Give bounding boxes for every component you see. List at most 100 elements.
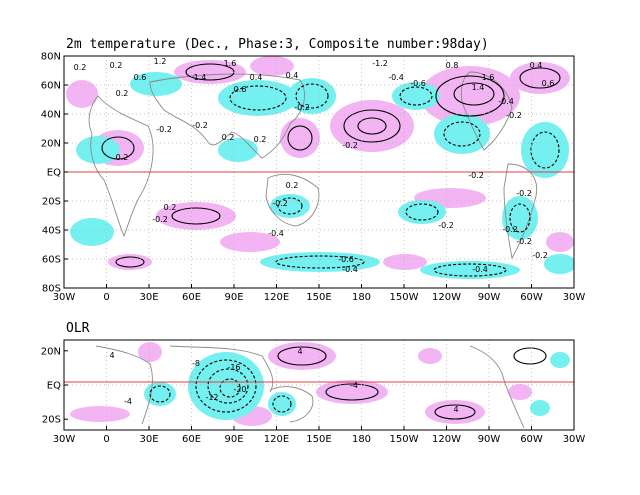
x-tick-label: 120W — [432, 434, 461, 445]
contour-label: -0.2 — [506, 111, 522, 120]
contour-label: -0.2 — [532, 251, 548, 260]
contour-label: 0.2 — [116, 89, 129, 98]
contour-label: 0.2 — [116, 153, 129, 162]
x-tick-label: 120E — [264, 434, 289, 445]
x-tick-label: 150E — [306, 292, 331, 303]
x-tick-label: 150E — [306, 434, 331, 445]
contour-label: -0.4 — [472, 265, 488, 274]
olr-negative-shading — [144, 352, 570, 420]
temperature-panel: 0.20.60.2 1.21.41.60.60.40.20.4-0.2-1.2-0… — [41, 52, 586, 304]
contour-label: -12 — [205, 393, 218, 402]
contour-label: 0.4 — [286, 71, 299, 80]
contour-labels: 0.20.60.2 1.21.41.60.60.40.20.4-0.2-1.2-0… — [74, 57, 555, 274]
x-tick-label: 90W — [478, 434, 501, 445]
x-tick-label: 0 — [103, 292, 109, 303]
contour-label: -0.2 — [342, 141, 358, 150]
contour-label: -0.4 — [342, 265, 358, 274]
contour-label: -1.2 — [372, 59, 388, 68]
contour-label: 1.6 — [224, 59, 237, 68]
y-tick-label: 40N — [41, 110, 61, 121]
y-tick-label: 20N — [41, 139, 61, 150]
olr-contours-positive — [277, 346, 547, 420]
olr-contour-labels: 4 -4 -8 -16 -20 -12 4 -4 4 — [109, 347, 458, 414]
contour-label: -4 — [124, 397, 132, 406]
olr-x-axis: 30W 0 30E 60E 90E 120E 150E 180 150W 120W 90W 60W 30… — [53, 426, 586, 445]
x-tick-label: 90E — [224, 292, 243, 303]
contour-label: -0.2 — [294, 103, 310, 112]
olr-y-axis: 20N EQ 20S — [41, 346, 68, 426]
x-tick-label: 60E — [182, 434, 201, 445]
contour-label: -4 — [350, 381, 358, 390]
contour-label: -0.2 — [516, 237, 532, 246]
main-title: 2m temperature (Dec., Phase:3, Composite… — [66, 37, 489, 52]
contour-label: 0.6 — [234, 85, 247, 94]
coastlines — [88, 71, 538, 260]
x-tick-label: 120E — [264, 292, 289, 303]
y-tick-label: 60N — [41, 81, 61, 92]
x-tick-label: 60W — [520, 434, 543, 445]
contour-label: -0.4 — [388, 73, 404, 82]
negative-anomaly-shading — [70, 72, 574, 279]
olr-grid-lines — [64, 340, 574, 430]
x-tick-label: 30W — [563, 434, 586, 445]
sub-title: OLR — [66, 321, 90, 336]
contour-label: 0.2 — [254, 135, 267, 144]
contour-label: 0.2 — [286, 181, 299, 190]
contour-label: 1.4 — [194, 73, 207, 82]
y-tick-label: 80S — [42, 284, 61, 295]
contour-label: 0.6 — [134, 73, 147, 82]
x-tick-label: 30W — [53, 292, 76, 303]
x-axis: 30W 0 30E 60E 90E 120E 150E 180 150W 120W 90W 60W 30… — [53, 284, 586, 303]
x-tick-label: 30E — [139, 292, 158, 303]
x-tick-label: 180 — [352, 434, 371, 445]
contour-label: -0.2 — [272, 199, 288, 208]
contour-label: -0.4 — [268, 229, 284, 238]
contour-label: 0.4 — [530, 61, 543, 70]
y-tick-label: 20N — [41, 346, 61, 357]
contour-label: -0.2 — [502, 225, 518, 234]
contour-label: 4 — [297, 347, 302, 356]
x-tick-label: 60W — [520, 292, 543, 303]
contour-label: -8 — [192, 359, 200, 368]
contour-label: 4 — [109, 351, 114, 360]
olr-panel: 4 -4 -8 -16 -20 -12 4 -4 4 30W 0 30E 60E 90E 120E 150E… — [41, 339, 586, 445]
contour-label: -0.2 — [192, 121, 208, 130]
contour-label: 0.2 — [164, 203, 177, 212]
y-tick-label: EQ — [47, 168, 61, 179]
contour-label: -0.4 — [498, 97, 514, 106]
contour-label: 0.8 — [446, 61, 459, 70]
positive-anomaly-shading — [66, 56, 574, 270]
x-tick-label: 0 — [103, 434, 109, 445]
y-tick-label: 80N — [41, 52, 61, 63]
contour-label: -0.2 — [438, 221, 454, 230]
x-tick-label: 180 — [352, 292, 371, 303]
contour-label: 0.2 — [222, 133, 235, 142]
olr-contours-negative — [149, 359, 292, 413]
contour-label: -0.2 — [152, 215, 168, 224]
contour-label: -20 — [233, 385, 246, 394]
y-tick-label: 40S — [42, 226, 61, 237]
y-tick-label: EQ — [47, 381, 61, 392]
contour-label: 0.2 — [110, 61, 123, 70]
contour-label: -0.2 — [156, 125, 172, 134]
x-tick-label: 30W — [563, 292, 586, 303]
x-tick-label: 30W — [53, 434, 76, 445]
contour-label: -0.6 — [410, 79, 426, 88]
contour-label: 0.6 — [542, 79, 555, 88]
contour-label: 0.2 — [74, 63, 87, 72]
x-tick-label: 90E — [224, 434, 243, 445]
contour-label: 1.6 — [482, 73, 495, 82]
x-tick-label: 120W — [432, 292, 461, 303]
contour-label: 1.2 — [154, 57, 167, 66]
contour-label: -16 — [227, 363, 240, 372]
x-tick-label: 150W — [390, 292, 419, 303]
y-tick-label: 20S — [42, 197, 61, 208]
contour-label: -0.2 — [516, 189, 532, 198]
x-tick-label: 90W — [478, 292, 501, 303]
contours-negative — [229, 83, 560, 277]
y-axis: 80N 60N 40N 20N EQ 20S 40S 60S 80S — [41, 52, 68, 295]
x-tick-label: 150W — [390, 434, 419, 445]
x-tick-label: 60E — [182, 292, 201, 303]
y-tick-label: 20S — [42, 415, 61, 426]
